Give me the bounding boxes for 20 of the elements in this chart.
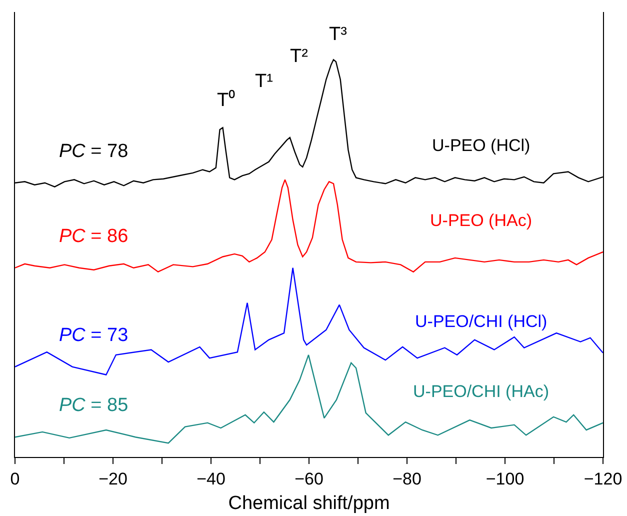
annotation: T² (290, 46, 308, 67)
series-label: U-PEO (HAc) (430, 211, 532, 230)
x-tick-label: −120 (584, 469, 622, 488)
series-label: U-PEO (HCl) (432, 136, 530, 155)
annotation: PC = 85 (59, 395, 128, 416)
annotation: PC = 78 (59, 141, 128, 162)
series-label: U-PEO/CHI (HAc) (413, 382, 549, 401)
x-tick-label: −100 (486, 469, 524, 488)
x-tick-label: 0 (10, 469, 20, 488)
annotation: PC = 86 (59, 226, 128, 247)
x-tick-label: −20 (98, 469, 128, 488)
x-tick-label: −60 (294, 469, 324, 488)
x-tick-label: −40 (196, 469, 226, 488)
annotation: T¹ (255, 71, 273, 92)
annotation: T⁰ (217, 89, 236, 111)
annotation: PC = 73 (59, 325, 128, 346)
x-tick-label: −80 (392, 469, 422, 488)
x-axis-title: Chemical shift/ppm (228, 493, 390, 514)
series-label: U-PEO/CHI (HCl) (415, 312, 548, 331)
text: T³ (329, 24, 347, 45)
